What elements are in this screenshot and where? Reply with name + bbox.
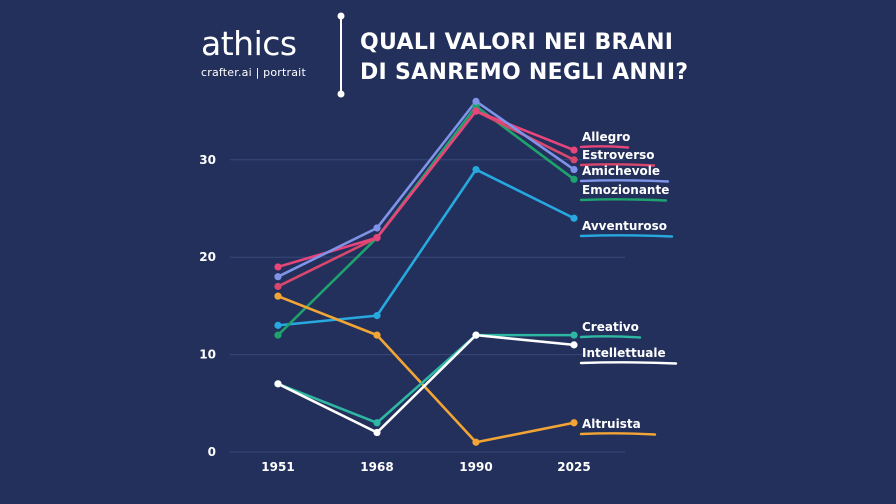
data-point-amichevole bbox=[274, 273, 282, 281]
series-label-intellettuale: Intellettuale bbox=[582, 346, 666, 360]
data-point-avventuroso bbox=[274, 321, 282, 329]
data-point-estroverso bbox=[570, 156, 578, 164]
chart-title-line-1: QUALI VALORI NEI BRANI bbox=[360, 30, 674, 55]
series-line-amichevole bbox=[276, 100, 576, 278]
series-label-emozionante: Emozionante bbox=[582, 183, 669, 197]
data-point-altruista bbox=[274, 292, 282, 300]
series-label-allegro: Allegro bbox=[582, 130, 630, 144]
data-point-intellettuale bbox=[373, 428, 381, 437]
series-label-estroverso: Estroverso bbox=[582, 148, 655, 162]
series-label-underline bbox=[579, 179, 670, 183]
y-tick-label: 10 bbox=[199, 348, 216, 362]
series-label-underline bbox=[579, 145, 630, 149]
series-label-underline bbox=[579, 163, 656, 167]
data-point-altruista bbox=[570, 419, 578, 427]
data-point-allegro bbox=[472, 107, 480, 115]
data-point-intellettuale bbox=[570, 341, 578, 349]
x-tick-label: 1951 bbox=[261, 460, 294, 474]
data-point-emozionante bbox=[570, 175, 578, 183]
series-line-creativo bbox=[276, 333, 576, 425]
data-point-intellettuale bbox=[274, 380, 282, 388]
series-label-creativo: Creativo bbox=[582, 320, 639, 334]
series-line-emozionante bbox=[276, 104, 576, 337]
data-point-amichevole bbox=[570, 165, 578, 174]
data-point-intellettuale bbox=[472, 331, 480, 339]
series-label-avventuroso: Avventuroso bbox=[582, 219, 667, 233]
data-point-estroverso bbox=[274, 282, 282, 291]
data-point-allegro bbox=[373, 234, 381, 242]
series-label-underline bbox=[579, 198, 668, 202]
series-label-underline bbox=[579, 234, 674, 238]
data-point-avventuroso bbox=[373, 312, 381, 320]
athics-logo: athics bbox=[201, 24, 297, 63]
series-line-altruista bbox=[276, 294, 576, 444]
x-tick-label: 1968 bbox=[360, 460, 393, 474]
data-point-creativo bbox=[373, 419, 381, 427]
series-line-avventuroso bbox=[276, 168, 576, 327]
data-point-avventuroso bbox=[472, 165, 480, 174]
data-point-altruista bbox=[373, 331, 381, 339]
series-label-underline bbox=[579, 335, 642, 339]
data-point-avventuroso bbox=[570, 214, 578, 222]
title-divider bbox=[337, 12, 345, 98]
series-line-intellettuale bbox=[276, 333, 576, 434]
series-label-underline bbox=[579, 361, 678, 365]
x-tick-label: 2025 bbox=[557, 460, 590, 474]
y-tick-label: 0 bbox=[208, 445, 216, 459]
data-point-creativo bbox=[570, 331, 578, 339]
data-point-altruista bbox=[472, 438, 480, 446]
logo-subtitle: crafter.ai | portrait bbox=[201, 66, 306, 79]
series-label-amichevole: Amichevole bbox=[582, 164, 660, 178]
data-point-amichevole bbox=[373, 224, 381, 232]
header: athics crafter.ai | portrait QUALI VALOR… bbox=[0, 0, 896, 110]
series-label-altruista: Altruista bbox=[582, 417, 641, 431]
y-tick-label: 30 bbox=[199, 153, 216, 167]
data-point-amichevole bbox=[472, 97, 480, 105]
chart-title-line-2: DI SANREMO NEGLI ANNI? bbox=[360, 60, 689, 85]
data-point-allegro bbox=[570, 146, 578, 154]
x-tick-label: 1990 bbox=[459, 460, 492, 474]
data-point-emozionante bbox=[274, 331, 282, 339]
data-point-allegro bbox=[274, 263, 282, 271]
y-tick-label: 20 bbox=[199, 250, 216, 264]
series-label-underline bbox=[579, 432, 657, 436]
